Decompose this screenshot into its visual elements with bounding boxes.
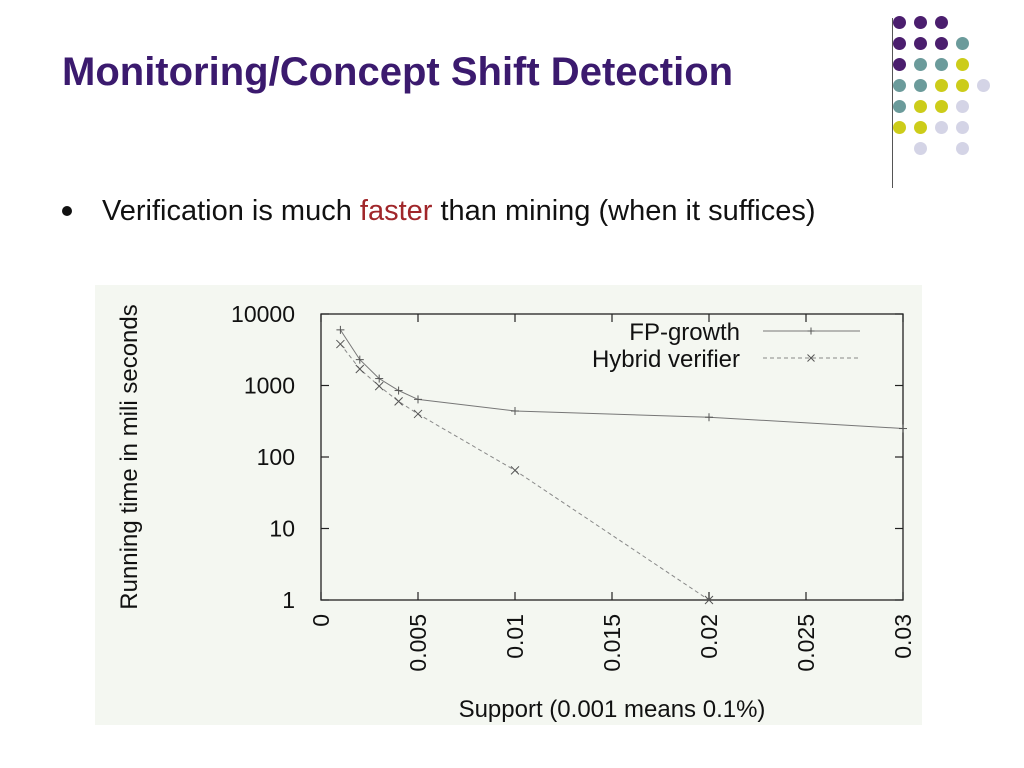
marker-stroke: [374, 381, 384, 391]
decorative-dot: [956, 37, 969, 50]
data-point-2: [704, 595, 714, 605]
marker-stroke: [704, 595, 714, 605]
decorative-dot: [935, 121, 948, 134]
x-tick-label: 0.015: [599, 614, 625, 672]
data-point-2: [394, 397, 403, 406]
decorative-dot: [956, 121, 969, 134]
data-point-1: [511, 406, 519, 415]
decorative-dot: [914, 121, 927, 134]
bullet-text-before: Verification is much: [102, 195, 360, 227]
decorative-dot: [914, 58, 927, 71]
y-tick-label: 100: [257, 444, 295, 470]
decorative-dot: [956, 142, 969, 155]
x-tick-label: 0.005: [405, 614, 431, 672]
data-point-1: [336, 325, 345, 334]
y-axis-label: Running time in mili seconds: [116, 304, 143, 609]
decorative-dot: [914, 37, 927, 50]
bullet-text-after: than mining (when it suffices): [432, 195, 816, 227]
y-tick-label: 10: [269, 516, 295, 542]
title-divider: [892, 18, 893, 188]
decorative-dot: [914, 79, 927, 92]
axis-ticks: 1 10 100 1000 10000 0 0.005 0.01 0.015 0.02 0.025 0…: [231, 301, 916, 672]
data-point-2: [374, 381, 384, 391]
decorative-dot: [914, 100, 927, 113]
legend-marker: [807, 354, 815, 362]
decorative-dot: [935, 79, 948, 92]
data-point-2: [510, 466, 520, 475]
decorative-dot: [893, 16, 906, 29]
marker-stroke: [413, 409, 423, 419]
decorative-dot: [893, 121, 906, 134]
marker-stroke: [394, 397, 403, 406]
y-tick-label: 1000: [244, 373, 295, 399]
x-tick-label: 0.02: [696, 614, 722, 659]
decorative-dot: [935, 100, 948, 113]
x-tick-label: 0.025: [793, 614, 819, 672]
decorative-dot: [893, 100, 906, 113]
decorative-dot: [956, 79, 969, 92]
data-point-1: [899, 424, 907, 433]
series-line-2: [340, 343, 710, 601]
decorative-dot-grid: [0, 0, 1024, 200]
chart-panel: 1 10 100 1000 10000 0 0.005 0.01 0.015 0.02 0.025 0…: [95, 285, 922, 725]
decorative-dot: [914, 16, 927, 29]
data-point-2: [413, 409, 423, 419]
data-point-1: [375, 374, 384, 383]
x-tick-label: 0: [308, 614, 334, 627]
data-point-1: [705, 413, 713, 422]
y-tick-label: 10000: [231, 301, 295, 327]
decorative-dot: [977, 79, 990, 92]
running-time-chart: 1 10 100 1000 10000 0 0.005 0.01 0.015 0.02 0.025 0…: [116, 301, 916, 723]
data-point-1: [414, 395, 422, 404]
marker-stroke: [355, 364, 365, 374]
decorative-dot: [914, 142, 927, 155]
decorative-dot: [935, 37, 948, 50]
legend-label: FP-growth: [629, 319, 740, 346]
series-layer: [336, 325, 907, 605]
legend-label: Hybrid verifier: [592, 346, 740, 373]
x-tick-label: 0.03: [890, 614, 916, 659]
bullet-icon: [62, 206, 72, 216]
slide-title: Monitoring/Concept Shift Detection: [62, 50, 734, 94]
series-line-1: [339, 329, 904, 429]
data-point-2: [336, 339, 345, 349]
bullet-text-highlight: faster: [359, 195, 433, 227]
data-point-1: [394, 386, 403, 395]
marker-stroke: [510, 466, 520, 475]
marker-stroke: [336, 339, 345, 349]
decorative-dot: [956, 58, 969, 71]
decorative-dot: [956, 100, 969, 113]
decorative-dot: [935, 16, 948, 29]
decorative-dot: [935, 58, 948, 71]
decorative-dot: [893, 58, 906, 71]
data-point-2: [355, 364, 365, 374]
data-point-1: [355, 355, 364, 364]
decorative-dot: [893, 79, 906, 92]
x-tick-label: 0.01: [502, 614, 528, 659]
bullet-text: Verification is much faster than mining …: [102, 192, 902, 230]
decorative-dot: [893, 37, 906, 50]
y-tick-label: 1: [282, 587, 295, 613]
x-axis-label: Support (0.001 means 0.1%): [459, 696, 766, 723]
